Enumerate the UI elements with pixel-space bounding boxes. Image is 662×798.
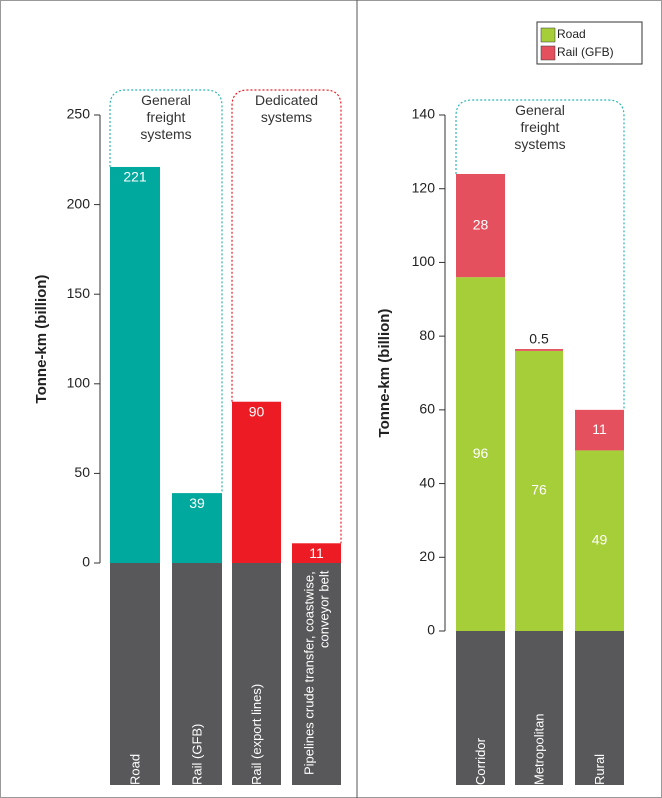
bar-segment xyxy=(515,349,563,351)
annotation-box: General freight systems xyxy=(514,102,566,152)
bracket xyxy=(231,89,342,544)
y-tick-label: 200 xyxy=(67,195,91,211)
x-tick-label-box: Metropolitan xyxy=(531,713,547,785)
bar-segment xyxy=(515,350,563,631)
value-label: 76 xyxy=(531,482,547,498)
x-tick-label-box: Corridor xyxy=(473,738,488,785)
category-box xyxy=(456,631,505,785)
category-box xyxy=(292,563,341,785)
x-tick-label-box: Rail (GFB) xyxy=(189,723,205,785)
y-tick-label: 0 xyxy=(82,554,90,570)
x-tick-label: Rural xyxy=(592,753,607,785)
bar xyxy=(232,401,281,563)
y-tick-label: 140 xyxy=(412,106,436,122)
value-label: 28 xyxy=(473,216,489,232)
category-box xyxy=(110,563,160,785)
annotation: General freight systems xyxy=(514,102,566,152)
bracket xyxy=(455,99,625,410)
y-tick-label: 250 xyxy=(67,106,91,122)
value-label: 11 xyxy=(309,545,324,561)
value-label: 39 xyxy=(189,495,205,511)
legend-label: Rail (GFB) xyxy=(557,45,614,59)
x-tick-label: Rail (GFB) xyxy=(189,723,205,785)
x-tick-label-box: Road xyxy=(127,753,143,785)
bar-segment xyxy=(456,173,505,278)
bar-segment xyxy=(575,409,624,451)
x-tick-label-box: Pipelines crude transfer, coastwise, con… xyxy=(301,571,332,775)
legend-label: Road xyxy=(557,27,586,41)
x-tick-label: Road xyxy=(127,753,143,785)
bar-segment xyxy=(456,277,505,631)
x-tick-label: Pipelines crude transfer, coastwise, con… xyxy=(301,571,332,775)
x-tick-label-box: Rail (export lines) xyxy=(249,683,264,785)
x-tick-label-box: Rural xyxy=(592,753,607,785)
y-tick-label: 150 xyxy=(67,285,91,301)
legend-swatch xyxy=(540,45,556,61)
y-tick-label: 20 xyxy=(419,548,435,564)
category-box xyxy=(172,563,222,785)
x-tick-label: Rail (export lines) xyxy=(249,683,264,785)
legend-swatch xyxy=(540,27,556,43)
value-label: 90 xyxy=(249,403,265,419)
y-tick-label: 100 xyxy=(67,375,91,391)
bar-segment xyxy=(575,450,624,631)
annotation-box: General freight systems xyxy=(140,92,192,142)
y-tick-label: 40 xyxy=(419,474,435,490)
x-tick-label: Corridor xyxy=(473,738,488,785)
value-label: 0.5 xyxy=(529,331,549,347)
category-box xyxy=(575,631,624,785)
bar xyxy=(172,493,222,563)
category-box xyxy=(515,631,563,785)
category-box xyxy=(232,563,281,785)
value-label: 96 xyxy=(473,445,489,461)
y-axis-label: Tonne-km (billion) xyxy=(33,275,50,404)
y-axis-label: Tonne-km (billion) xyxy=(376,309,393,438)
value-label: 221 xyxy=(123,169,147,185)
annotation: Dedicated systems xyxy=(254,92,319,125)
x-tick-label: Metropolitan xyxy=(531,713,547,785)
annotation: General freight systems xyxy=(140,92,192,142)
y-tick-label: 120 xyxy=(412,179,436,195)
annotation-box: Dedicated systems xyxy=(254,92,319,125)
value-label: 11 xyxy=(592,421,607,437)
y-tick-label: 60 xyxy=(419,401,435,417)
y-tick-label: 0 xyxy=(427,622,435,638)
bar xyxy=(110,166,160,563)
value-label: 49 xyxy=(592,531,608,547)
y-tick-label: 50 xyxy=(74,464,90,480)
y-tick-label: 100 xyxy=(412,253,436,269)
y-tick-label: 80 xyxy=(419,327,435,343)
bar xyxy=(292,543,341,563)
